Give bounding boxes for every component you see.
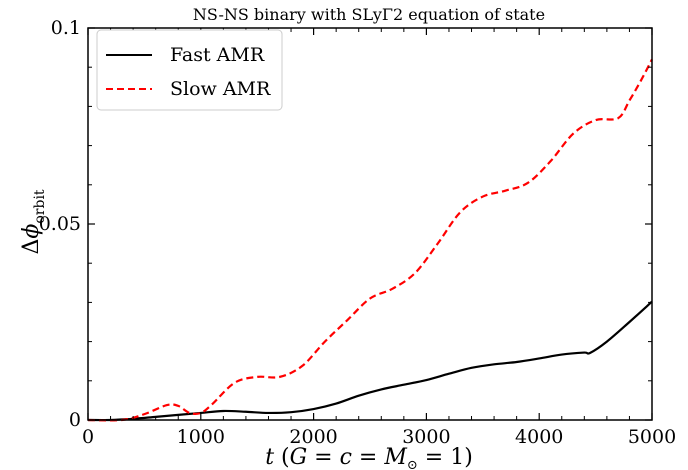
x-tick-label: 1000 xyxy=(177,426,225,448)
series-line-slow-amr xyxy=(87,58,653,422)
y-tick-label: 0.05 xyxy=(39,213,81,235)
legend: Fast AMR Slow AMR xyxy=(96,29,283,111)
y-tick-label: 0 xyxy=(69,409,81,431)
x-tick-label: 4000 xyxy=(515,426,563,448)
legend-label-fast-amr: Fast AMR xyxy=(170,44,265,66)
ticks-layer: 0 1000 2000 3000 4000 5000 0 0.05 0.1 xyxy=(39,17,676,448)
x-tick-label: 3000 xyxy=(402,426,450,448)
series-layer xyxy=(87,58,653,422)
x-tick-label: 2000 xyxy=(289,426,337,448)
series-line-fast-amr xyxy=(87,300,653,422)
x-tick-label: 0 xyxy=(82,426,94,448)
x-axis-label: t (G = c = M⊙ = 1) xyxy=(265,445,473,470)
plot-area: 0 1000 2000 3000 4000 5000 0 0.05 0.1 xyxy=(39,17,676,448)
chart-title: NS-NS binary with SLyΓ2 equation of stat… xyxy=(193,5,545,24)
legend-label-slow-amr: Slow AMR xyxy=(170,78,271,100)
y-tick-label: 0.1 xyxy=(51,17,81,39)
y-axis-label: Δϕorbit xyxy=(19,189,48,254)
x-tick-label: 5000 xyxy=(628,426,676,448)
